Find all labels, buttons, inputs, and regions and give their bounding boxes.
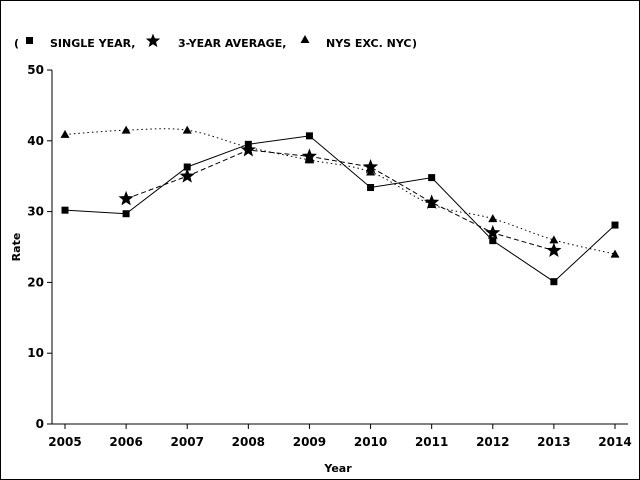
data-point-star bbox=[362, 159, 379, 174]
legend-open-paren: ( bbox=[14, 37, 19, 50]
legend-square-marker bbox=[26, 37, 33, 44]
series-lines bbox=[64, 128, 616, 283]
data-point-square bbox=[183, 163, 191, 171]
data-point-square bbox=[305, 132, 313, 140]
x-tick-label: 2005 bbox=[48, 435, 81, 449]
data-point-square bbox=[61, 206, 69, 214]
data-point-star bbox=[118, 190, 134, 206]
series-line-square bbox=[64, 135, 616, 283]
data-point-square bbox=[489, 237, 497, 245]
x-tick-label: 2012 bbox=[476, 435, 509, 449]
y-tick-label: 10 bbox=[27, 346, 44, 360]
x-tick-label: 2008 bbox=[232, 435, 265, 449]
x-tick-label: 2013 bbox=[537, 435, 570, 449]
legend: ( SINGLE YEAR, 3-YEAR AVERAGE, NYS EXC. … bbox=[14, 33, 417, 50]
legend-close-paren: ) bbox=[412, 37, 417, 50]
x-tick-label: 2007 bbox=[171, 435, 204, 449]
data-point-triangle bbox=[366, 167, 376, 176]
data-point-triangle bbox=[243, 142, 253, 151]
data-point-star bbox=[546, 242, 562, 258]
y-axis-title: Rate bbox=[10, 233, 23, 262]
y-tick-label: 20 bbox=[27, 275, 44, 289]
data-point-star bbox=[485, 224, 501, 240]
data-point-square bbox=[367, 184, 375, 192]
data-point-square bbox=[122, 210, 130, 218]
x-tick-label: 2009 bbox=[293, 435, 326, 449]
x-tick-label: 2014 bbox=[598, 435, 631, 449]
legend-single-year-label: SINGLE YEAR, bbox=[50, 37, 135, 50]
series-line-triangle bbox=[64, 128, 616, 255]
x-axis-title: Year bbox=[323, 462, 352, 475]
data-point-triangle bbox=[610, 249, 620, 258]
legend-triangle-marker bbox=[300, 35, 310, 43]
x-tick-label: 2010 bbox=[354, 435, 387, 449]
y-tick-label: 0 bbox=[36, 417, 44, 431]
data-point-triangle bbox=[304, 155, 314, 164]
x-tick-label: 2006 bbox=[109, 435, 142, 449]
data-point-triangle bbox=[549, 235, 559, 244]
data-point-square bbox=[428, 174, 436, 182]
data-point-triangle bbox=[427, 200, 437, 209]
legend-3yr-average-label: 3-YEAR AVERAGE, bbox=[178, 37, 286, 50]
series-line-star bbox=[125, 149, 555, 252]
data-point-square bbox=[611, 221, 619, 229]
y-tick-label: 40 bbox=[27, 134, 44, 148]
data-point-square bbox=[550, 278, 558, 286]
x-tick-label: 2011 bbox=[415, 435, 448, 449]
axes: 0 10 20 30 40 50 2005 2006 2007 2008 2009 2010 2011 2… bbox=[27, 63, 631, 449]
data-point-triangle bbox=[182, 125, 192, 134]
data-point-triangle bbox=[60, 129, 70, 138]
legend-star-marker bbox=[145, 33, 161, 48]
data-point-triangle bbox=[121, 125, 131, 134]
series-markers bbox=[60, 125, 620, 286]
data-point-triangle bbox=[488, 214, 498, 223]
y-tick-label: 30 bbox=[27, 205, 44, 219]
legend-nys-exc-nyc-label: NYS EXC. NYC bbox=[326, 37, 411, 50]
y-tick-label: 50 bbox=[27, 63, 44, 77]
data-point-star bbox=[179, 168, 195, 183]
